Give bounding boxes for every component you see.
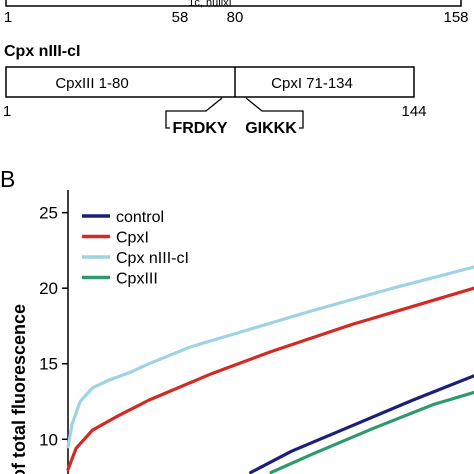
full-length-bar: [5, 0, 462, 7]
start-tick-label: 1: [3, 103, 11, 120]
y-axis: 10 15 20 25: [39, 190, 69, 474]
series-line-cpxi: [66, 286, 474, 472]
series-line-cpxiii: [269, 390, 474, 474]
segment-cpxi-label: CpxI 71-134: [271, 75, 353, 92]
y-tick-label-10: 10: [39, 430, 58, 449]
series-lines: [66, 265, 474, 474]
bracket-left: [165, 97, 223, 129]
panel-b: B of total fluorescence 10 15 20 25 control…: [0, 166, 474, 474]
series-line-cpx-niii-ci: [66, 265, 474, 449]
y-tick-label-15: 15: [39, 355, 58, 374]
full-length-bar-label: 1c, nullxI: [188, 0, 231, 9]
sequence-right: GIKKK: [245, 120, 297, 137]
series-line-control: [249, 374, 474, 474]
legend: control CpxI Cpx nIII-cI CpxIII: [82, 209, 189, 288]
tick-label-80: 80: [227, 9, 244, 26]
panel-b-label: B: [0, 166, 15, 192]
tick-label-158: 158: [443, 9, 468, 26]
segment-cpxiii-label: CpxIII 1-80: [55, 75, 128, 92]
tick-label-58: 58: [172, 9, 189, 26]
legend-label-cpx-niii-ci: Cpx nIII-cI: [116, 250, 189, 267]
y-tick-label-25: 25: [39, 204, 58, 223]
sequence-left: FRDKY: [172, 120, 227, 137]
legend-label-cpxiii: CpxIII: [116, 271, 158, 288]
construct-title: Cpx nIII-cI: [4, 43, 80, 60]
legend-label-control: control: [116, 209, 164, 226]
plot-area: 10 15 20 25: [39, 190, 474, 474]
construct-bar: [5, 66, 415, 98]
panel-a: 1c, nullxI 1 58 80 158 Cpx nIII-cI CpxII…: [3, 0, 469, 137]
bracket-right: [245, 97, 304, 129]
tick-label-1: 1: [4, 9, 12, 26]
legend-label-cpxi: CpxI: [116, 230, 149, 247]
end-tick-label: 144: [401, 103, 426, 120]
y-tick-label-20: 20: [39, 279, 58, 298]
y-axis-title: of total fluorescence: [9, 304, 29, 474]
